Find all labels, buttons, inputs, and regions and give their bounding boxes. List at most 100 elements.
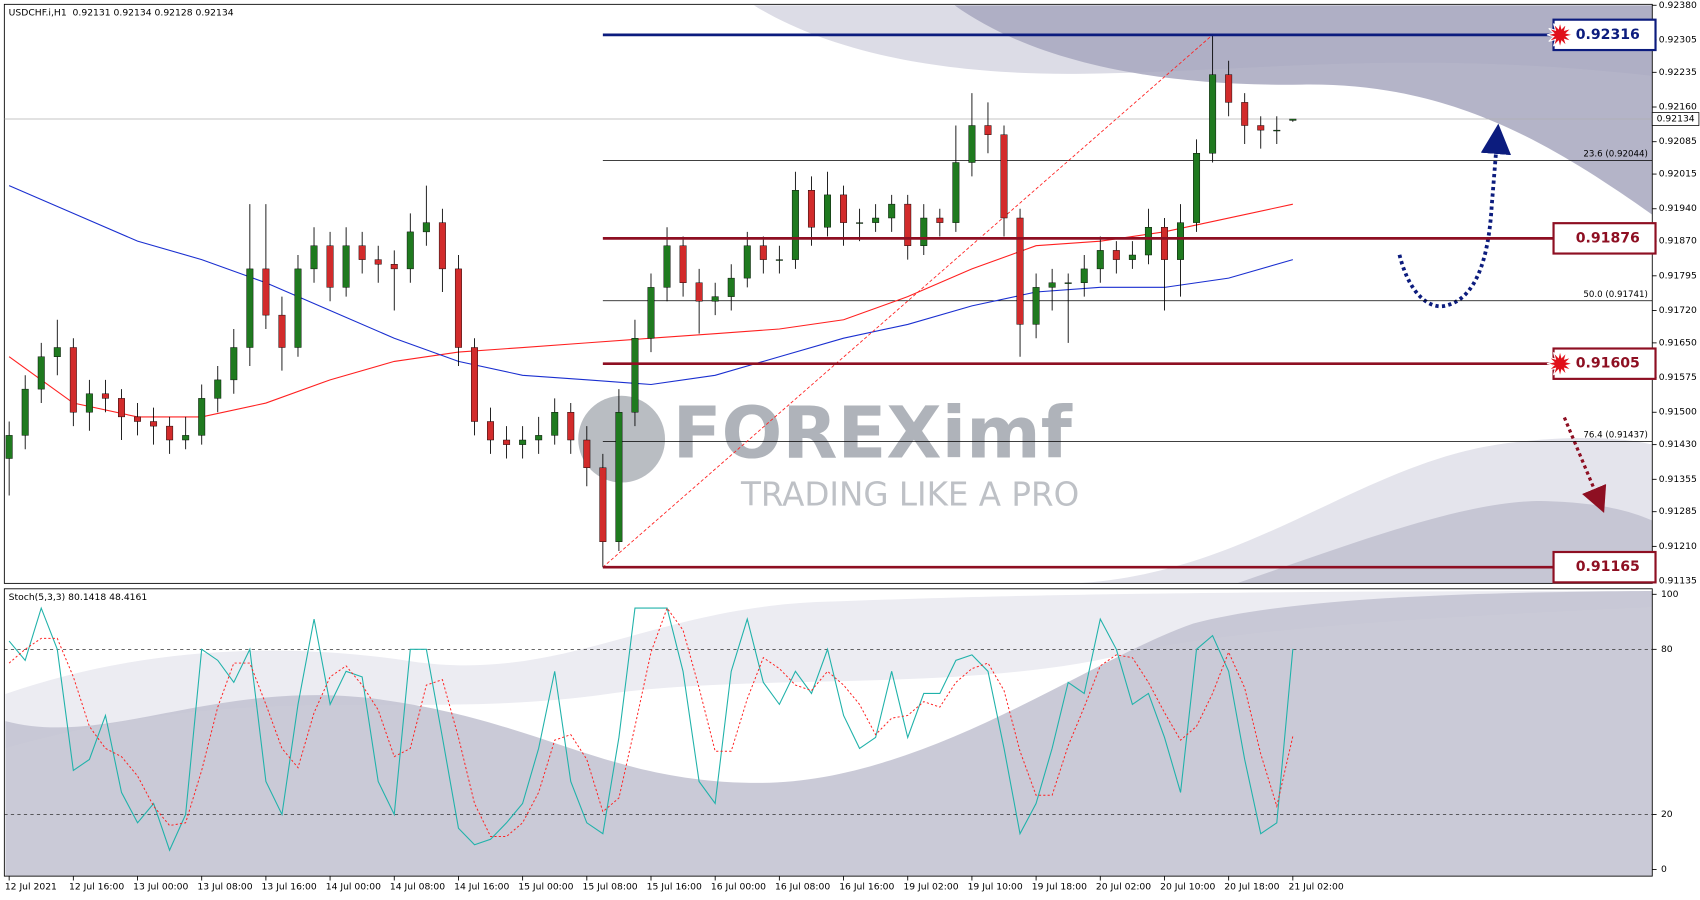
candle-body (1273, 129, 1281, 132)
x-tick-label: 14 Jul 00:00 (326, 881, 381, 892)
candle-body (21, 388, 29, 436)
x-tick-label: 15 Jul 16:00 (647, 881, 702, 892)
down-arrow (1562, 416, 1607, 513)
price-box (1651, 112, 1700, 126)
x-tick-label: 16 Jul 16:00 (839, 881, 894, 892)
candle-body (1064, 282, 1072, 284)
candle-body (1289, 118, 1297, 121)
candle-body (1032, 287, 1040, 325)
candle-body (503, 439, 511, 445)
x-tick-label: 16 Jul 00:00 (711, 881, 766, 892)
candle-body (551, 412, 559, 436)
candle-body (1144, 227, 1152, 256)
x-tick-label: 14 Jul 08:00 (390, 881, 445, 892)
candle-body (1193, 153, 1201, 223)
y-tick-label: 0.91500 (1659, 407, 1697, 418)
candle-body (663, 245, 671, 288)
candle-body (358, 245, 366, 260)
y-tick-label: 0.91650 (1659, 337, 1697, 348)
candle-body (1225, 74, 1233, 103)
level-label: 0.92316 (1576, 27, 1640, 43)
candle-body (1016, 217, 1024, 325)
candle-body (166, 425, 174, 441)
y-tick-label: 0.91575 (1659, 372, 1697, 383)
y-tick-label: 0.91430 (1659, 439, 1697, 450)
x-tick-label: 19 Jul 02:00 (903, 881, 958, 892)
candle-body (278, 314, 286, 348)
candle-body (968, 125, 976, 163)
y-tick-label: 0.92380 (1659, 0, 1697, 11)
y-tick-label: 0.91795 (1659, 270, 1697, 281)
x-tick-label: 15 Jul 00:00 (518, 881, 573, 892)
chart-title: USDCHF.i,H1 0.92131 0.92134 0.92128 0.92… (9, 8, 234, 19)
candle-body (1209, 74, 1217, 154)
candle-body (519, 439, 527, 445)
candle-body (952, 162, 960, 223)
y-tick-label: 80 (1661, 644, 1673, 655)
candle-body (101, 393, 109, 399)
y-tick-label: 0.91355 (1659, 474, 1697, 485)
candle-body (535, 435, 543, 441)
candle-body (230, 347, 238, 381)
candle-body (454, 268, 462, 348)
x-tick-label: 20 Jul 10:00 (1160, 881, 1215, 892)
x-tick-label: 20 Jul 02:00 (1096, 881, 1151, 892)
candle-body (1177, 222, 1184, 260)
y-tick-label: 100 (1661, 589, 1679, 600)
y-tick-label: 0.92235 (1659, 67, 1697, 78)
candle-body (422, 222, 430, 233)
candle-body (342, 245, 350, 288)
y-tick-label: 0.91940 (1659, 203, 1697, 214)
candle-body (984, 125, 992, 135)
shade (1236, 500, 1653, 584)
watermark-brand: FOREXimf (673, 392, 1073, 475)
y-tick-label: 0.92085 (1659, 136, 1697, 147)
candle-body (53, 347, 61, 357)
candle-body (1128, 254, 1136, 260)
candle-body (631, 338, 639, 413)
candle-body (1241, 102, 1249, 126)
candle-body (824, 194, 831, 228)
candle-body (1048, 282, 1056, 288)
y-tick-label: 0.91210 (1659, 541, 1697, 552)
candle-body (775, 259, 783, 261)
x-tick-label: 12 Jul 2021 (5, 881, 57, 892)
candle-body (390, 264, 398, 270)
candle-body (920, 217, 928, 246)
candle-body (791, 190, 799, 260)
x-tick-label: 13 Jul 16:00 (262, 881, 317, 892)
stoch-pane (3, 588, 1653, 877)
candle-body (198, 398, 206, 436)
y-tick-label: 0.92160 (1659, 102, 1697, 113)
fib-label: 76.4 (0.91437) (1583, 430, 1648, 440)
candle-body (1257, 125, 1265, 131)
candle-body (856, 222, 864, 224)
candle-body (134, 416, 141, 422)
candle-body (118, 398, 125, 418)
y-tick-label: 0.91135 (1659, 576, 1697, 587)
candle-body (711, 296, 719, 302)
candle-body (69, 347, 77, 413)
candle-body (487, 421, 495, 441)
fib-label: 50.0 (0.91741) (1583, 290, 1648, 300)
candle-body (807, 190, 815, 228)
candle-body (599, 467, 607, 542)
candle-body (262, 268, 270, 316)
candle-body (246, 268, 254, 348)
y-tick-label: 0.91870 (1659, 236, 1697, 247)
y-tick-label: 0 (1661, 864, 1667, 875)
candle-body (872, 217, 880, 223)
candle-body (1080, 268, 1088, 283)
x-tick-label: 15 Jul 08:00 (582, 881, 637, 892)
candle-body (1112, 250, 1120, 260)
candle-body (294, 268, 302, 348)
candle-body (759, 245, 767, 260)
level-box (1552, 222, 1657, 255)
x-tick-label: 19 Jul 10:00 (968, 881, 1023, 892)
y-tick-label: 0.92305 (1659, 34, 1697, 45)
fib-label: 23.6 (0.92044) (1583, 150, 1648, 160)
candle-body (583, 439, 591, 468)
x-tick-label: 13 Jul 00:00 (133, 881, 188, 892)
